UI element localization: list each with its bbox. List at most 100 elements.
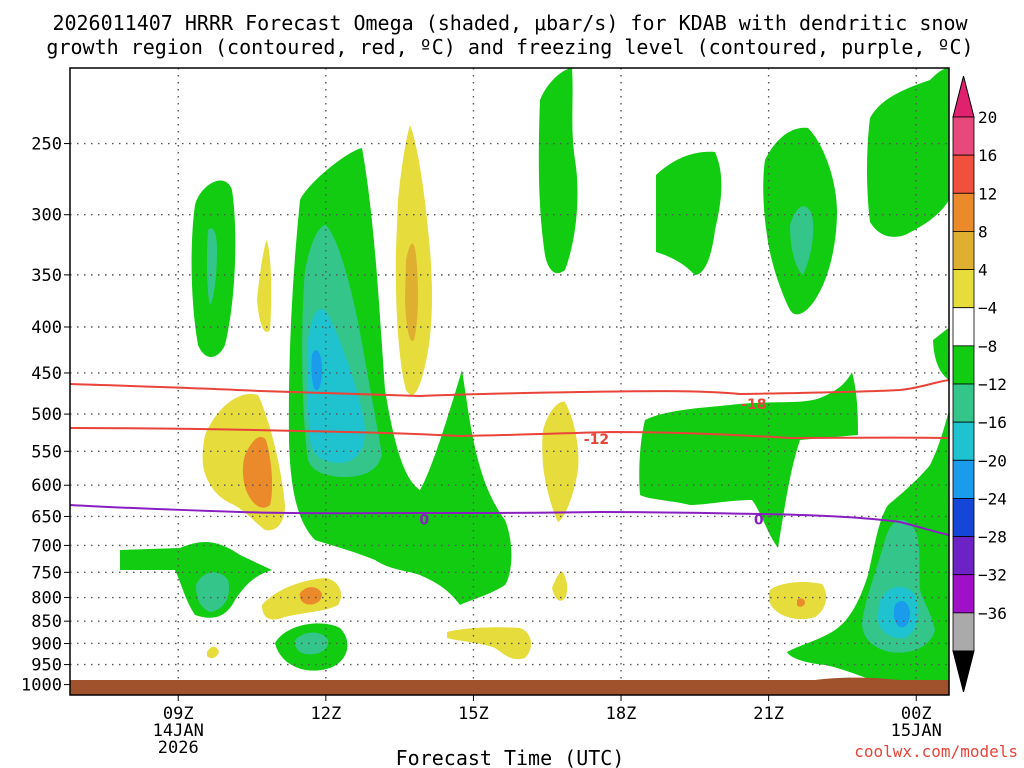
omega-region (790, 206, 814, 275)
colorbar-label: −32 (978, 566, 1007, 585)
omega-shading-positive (202, 125, 827, 660)
colorbar-bottom-arrow (952, 650, 975, 693)
colorbar-label: 8 (978, 222, 988, 241)
chart-title-line2: growth region (contoured, red, ºC) and f… (46, 35, 973, 59)
chart-title-line1: 2026011407 HRRR Forecast Omega (shaded, … (52, 11, 968, 35)
omega-region (542, 401, 579, 522)
y-tick-label: 350 (31, 266, 62, 286)
y-tick-label: 750 (31, 563, 62, 583)
omega-region (120, 542, 272, 618)
omega-region (288, 148, 512, 605)
colorbar-label: 4 (978, 261, 988, 280)
colorbar-segment (952, 154, 975, 194)
contour-label-freezing-level: 0 (419, 512, 429, 528)
y-tick-label: 250 (31, 135, 62, 155)
omega-region (196, 572, 230, 612)
colorbar-segment (952, 192, 975, 232)
colorbar-segment (952, 116, 975, 156)
colorbar-label: 12 (978, 184, 997, 203)
colorbar: 20 16 12 8 4 −4 −8 −12 −16 −20 −24 −28 −32 −36 (952, 75, 1007, 693)
x-tick-date-label: 15JAN (891, 721, 942, 741)
terrain-bump (815, 677, 900, 680)
colorbar-segment (952, 345, 975, 385)
omega-region (656, 151, 722, 275)
omega-region (294, 632, 329, 655)
plot-border (69, 67, 950, 696)
colorbar-top-arrow (952, 75, 975, 118)
omega-shading-stronger-ascent (196, 206, 935, 655)
omega-region (257, 240, 272, 332)
omega-region (405, 243, 419, 341)
x-tick-label: 15Z (458, 704, 489, 724)
omega-region (299, 587, 322, 605)
contour-label-freezing-level: 0 (754, 512, 764, 528)
colorbar-label: −24 (978, 489, 1007, 508)
x-tick-label: 18Z (606, 704, 637, 724)
dgz-minus12-contour (69, 427, 950, 440)
y-tick-label: 300 (31, 206, 62, 226)
omega-region (311, 350, 322, 391)
colorbar-segment (952, 231, 975, 270)
y-tick-label: 700 (31, 536, 62, 556)
y-tick-label: 600 (31, 476, 62, 496)
colorbar-label: −36 (978, 604, 1007, 623)
y-tick-label: 900 (31, 634, 62, 654)
colorbar-label: −8 (978, 337, 997, 356)
colorbar-label: −4 (978, 299, 997, 318)
omega-region (242, 436, 273, 508)
omega-region (207, 646, 219, 659)
contour-label-dgz: -12 (584, 432, 609, 448)
omega-region (867, 68, 949, 237)
omega-region (538, 68, 578, 274)
credit-text: coolwx.com/models (854, 742, 1018, 761)
colorbar-segment (952, 307, 975, 347)
colorbar-label: 16 (978, 146, 997, 165)
x-tick-date-label: 14JAN (153, 721, 204, 741)
x-axis-title: Forecast Time (UTC) (396, 746, 625, 768)
x-tick-year-label: 2026 (158, 738, 199, 758)
y-tick-label: 800 (31, 589, 62, 609)
plot-area: -18 -12 0 0 (69, 67, 950, 696)
omega-region (447, 627, 532, 660)
omega-region (206, 228, 217, 305)
dgz-minus18-contour (69, 379, 950, 398)
colorbar-segment (952, 459, 975, 499)
omega-region (306, 309, 365, 463)
x-tick-label: 09Z (163, 704, 194, 724)
y-tick-label: 500 (31, 405, 62, 425)
colorbar-label: −20 (978, 451, 1007, 470)
contour-label-dgz: -18 (741, 397, 766, 413)
y-tick-label: 950 (31, 656, 62, 676)
omega-region (639, 372, 858, 548)
omega-region (552, 571, 568, 601)
x-tick-label: 21Z (753, 704, 784, 724)
colorbar-segment (952, 421, 975, 461)
colorbar-segment (952, 498, 975, 537)
x-tick-label: 00Z (901, 704, 932, 724)
colorbar-segment (952, 536, 975, 576)
y-tick-label: 550 (31, 442, 62, 462)
omega-region (933, 328, 949, 380)
contour-lines: -18 -12 0 0 (69, 379, 950, 536)
omega-region (797, 598, 805, 607)
y-tick-label: 450 (31, 364, 62, 384)
colorbar-label: −16 (978, 413, 1007, 432)
colorbar-label: −28 (978, 528, 1007, 547)
y-tick-label: 850 (31, 612, 62, 632)
colorbar-segment (952, 269, 975, 309)
colorbar-segment (952, 612, 975, 652)
y-tick-label: 400 (31, 318, 62, 338)
colorbar-label: −12 (978, 375, 1007, 394)
y-tick-label: 1000 (21, 676, 62, 696)
colorbar-label: 20 (978, 108, 997, 127)
terrain-surface (70, 680, 949, 695)
y-axis: 2503003504004505005506006507007508008509… (21, 135, 70, 696)
x-tick-label: 12Z (310, 704, 341, 724)
omega-region (893, 600, 910, 628)
y-tick-label: 650 (31, 507, 62, 527)
freezing-level-contour (69, 504, 950, 536)
colorbar-segment (952, 383, 975, 423)
colorbar-segment (952, 574, 975, 614)
